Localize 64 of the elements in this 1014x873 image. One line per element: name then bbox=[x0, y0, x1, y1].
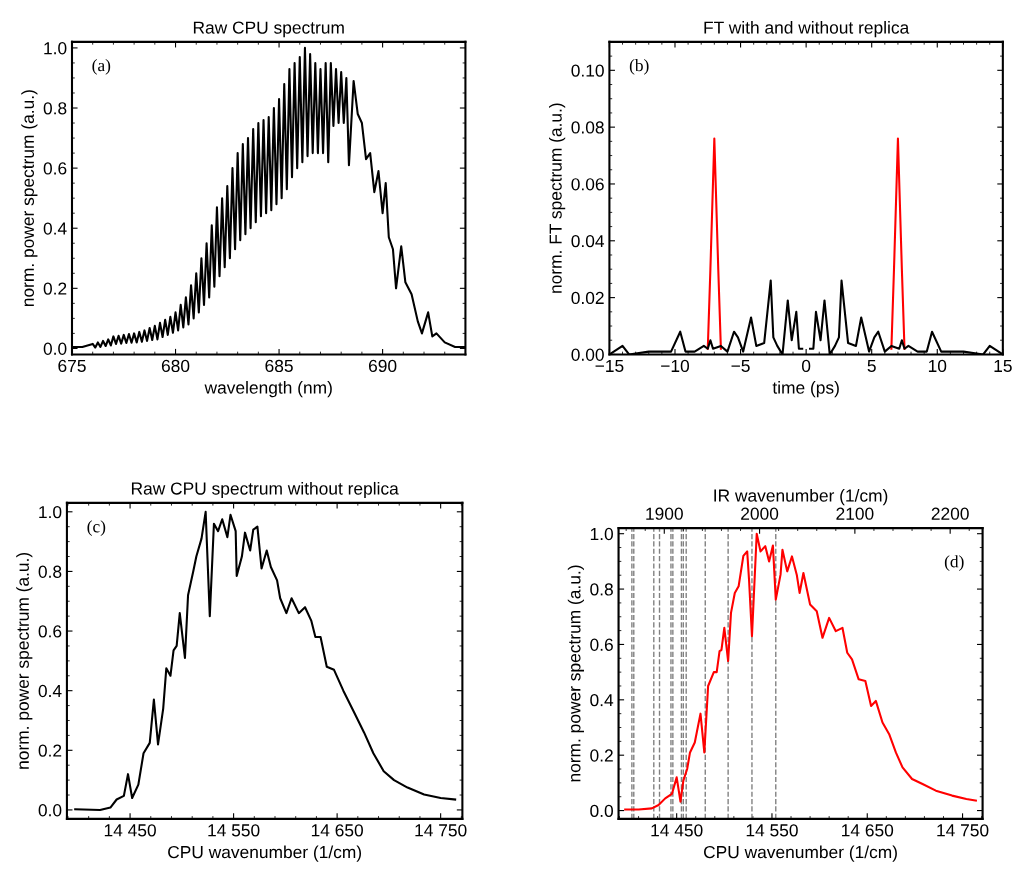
y-tick-label: 0.8 bbox=[38, 565, 62, 578]
annotation: (b) bbox=[629, 59, 649, 75]
y-tick-label: 0.2 bbox=[43, 282, 67, 295]
y-axis-title: norm. power spectrum (a.u.) bbox=[21, 90, 38, 307]
x2-tick-label: 2100 bbox=[836, 507, 874, 520]
x2-axis-title: IR wavenumber (1/cm) bbox=[714, 488, 888, 506]
y-tick-label: 0.6 bbox=[43, 162, 67, 175]
chart-title: Raw CPU spectrum without replica bbox=[131, 481, 399, 499]
y-tick-label: 0.06 bbox=[571, 178, 604, 191]
x-axis-title: time (ps) bbox=[772, 381, 839, 398]
x-axis-title: CPU wavenumber (1/cm) bbox=[168, 845, 362, 862]
x-tick-label: 690 bbox=[369, 359, 397, 373]
y-tick-label: 0.00 bbox=[571, 348, 604, 361]
y-tick-label: 1.0 bbox=[44, 42, 67, 55]
y-tick-label: 0.2 bbox=[590, 749, 613, 762]
line-series bbox=[624, 532, 977, 811]
y-tick-label: 0.02 bbox=[571, 291, 604, 305]
y-axis-title: norm. FT spectrum (a.u.) bbox=[549, 103, 566, 293]
y-tick-label: 0.08 bbox=[571, 121, 604, 134]
x-tick-label: 15 bbox=[994, 359, 1012, 373]
y-tick-label: 0.8 bbox=[43, 102, 67, 115]
chart-title: FT with and without replica bbox=[704, 20, 910, 38]
x-tick-label: 5 bbox=[867, 359, 876, 373]
x-tick-label: 14 450 bbox=[104, 824, 156, 837]
y-tick-label: 1.0 bbox=[39, 505, 62, 519]
x-tick-label: 685 bbox=[265, 359, 293, 373]
x2-tick-label: 2200 bbox=[931, 507, 969, 520]
y-tick-label: 0.0 bbox=[590, 804, 613, 818]
x-tick-label: −15 bbox=[595, 359, 624, 373]
y-tick-label: 0.0 bbox=[38, 804, 62, 817]
x-tick-label: 10 bbox=[928, 359, 947, 373]
y-axis-title: norm. power spectrum (a.u.) bbox=[16, 552, 33, 769]
x2-tick-label: 1900 bbox=[646, 507, 683, 520]
y-tick-label: 0.4 bbox=[590, 693, 614, 707]
x-tick-label: 0 bbox=[801, 359, 811, 373]
y-tick-label: 0.4 bbox=[38, 684, 62, 698]
x-axis-title: wavelength (nm) bbox=[204, 381, 332, 398]
x-tick-label: −10 bbox=[661, 359, 690, 373]
annotation: (c) bbox=[87, 520, 106, 536]
x-tick-label: 14 550 bbox=[746, 824, 798, 837]
y-tick-label: 0.6 bbox=[590, 638, 613, 651]
x-tick-label: 14 750 bbox=[937, 824, 989, 837]
x-tick-label: 680 bbox=[161, 359, 190, 373]
y-tick-label: 1.0 bbox=[590, 527, 613, 541]
y-tick-label: 0.04 bbox=[571, 234, 605, 248]
x2-tick-label: 2000 bbox=[741, 507, 779, 520]
x-tick-label: 14 650 bbox=[311, 824, 363, 837]
y-tick-label: 0.10 bbox=[571, 64, 604, 77]
x-tick-label: 14 550 bbox=[208, 824, 260, 837]
annotation: (d) bbox=[944, 555, 964, 571]
chart-title: Raw CPU spectrum bbox=[193, 21, 344, 38]
y-tick-label: 0.0 bbox=[43, 342, 67, 355]
x-tick-label: 14 450 bbox=[651, 824, 703, 837]
y-axis-title: norm. power spectrum (a.u.) bbox=[567, 565, 584, 782]
y-tick-label: 0.4 bbox=[43, 222, 67, 235]
x-axis-title: CPU wavenumber (1/cm) bbox=[704, 845, 897, 862]
annotation: (a) bbox=[92, 59, 111, 75]
y-tick-label: 0.6 bbox=[38, 625, 62, 638]
x-tick-label: −5 bbox=[731, 359, 750, 373]
x-tick-label: 675 bbox=[58, 359, 86, 373]
x-tick-label: 14 650 bbox=[842, 824, 894, 837]
x-tick-label: 14 750 bbox=[415, 824, 467, 837]
y-tick-label: 0.2 bbox=[38, 744, 62, 757]
y-tick-label: 0.8 bbox=[590, 583, 613, 596]
